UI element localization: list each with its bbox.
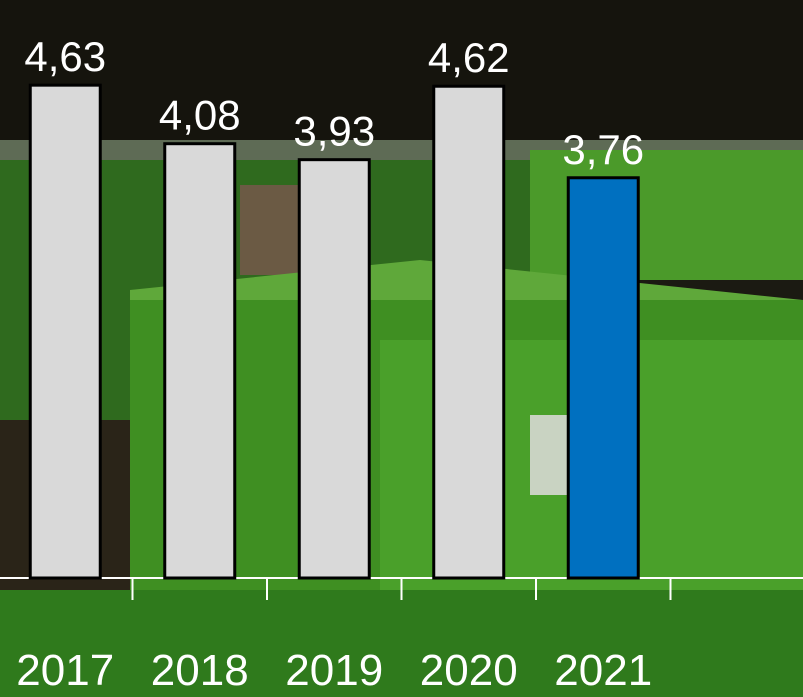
bar: [568, 178, 638, 578]
value-label: 4,62: [428, 34, 510, 81]
x-tick-label: 2018: [151, 646, 249, 695]
value-label: 4,08: [159, 92, 241, 139]
bar: [30, 85, 100, 578]
bar: [165, 144, 235, 578]
x-tick-label: 2020: [420, 646, 518, 695]
value-label: 3,93: [293, 108, 375, 155]
x-tick-label: 2019: [285, 646, 383, 695]
x-tick-label: 2017: [16, 646, 114, 695]
x-tick-label: 2021: [554, 646, 652, 695]
value-label: 3,76: [562, 126, 644, 173]
page: 2017 4,63 2018 4,08 2019 3,93 2020 4,62 2021 3,76…: [0, 0, 803, 697]
chart: 2017 4,63 2018 4,08 2019 3,93 2020 4,62 2021 3,76: [0, 0, 803, 697]
bar: [434, 86, 504, 578]
value-label: 4,63: [24, 33, 106, 80]
bar: [299, 160, 369, 578]
